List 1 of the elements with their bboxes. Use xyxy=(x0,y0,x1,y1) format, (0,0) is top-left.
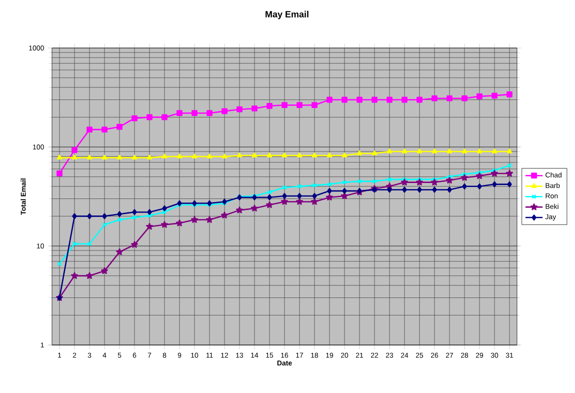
chart-title: May Email xyxy=(266,10,308,20)
